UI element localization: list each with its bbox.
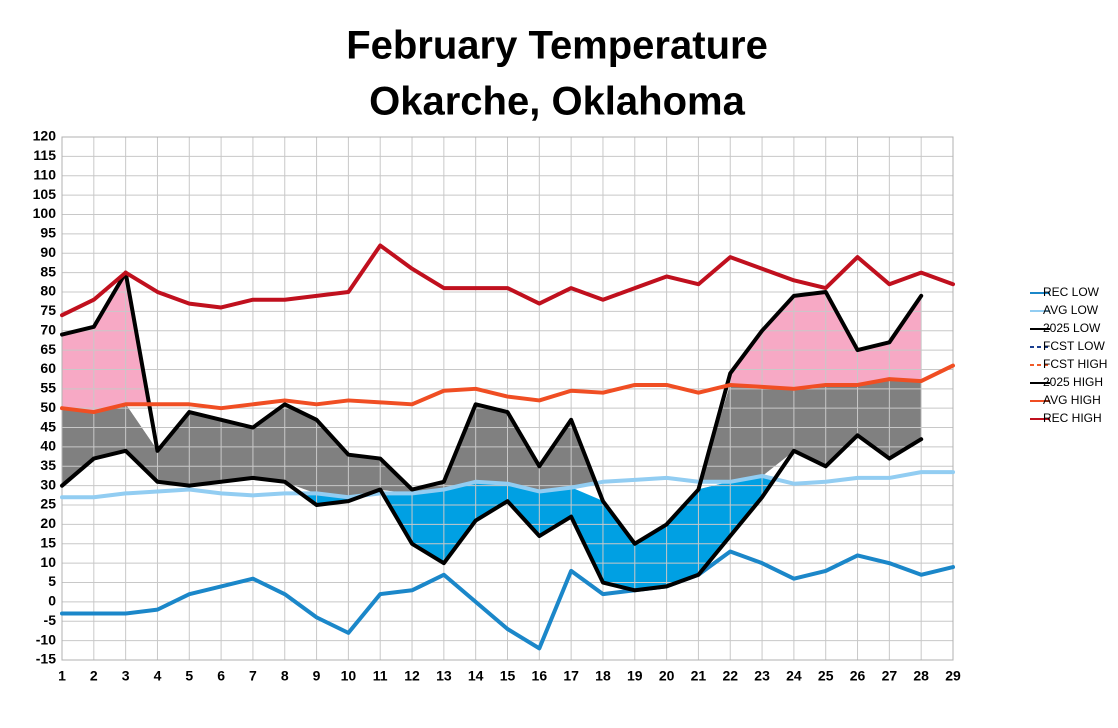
y-tick-label: 20 bbox=[40, 515, 56, 531]
y-tick-label: 105 bbox=[33, 186, 57, 202]
range-fill bbox=[220, 419, 254, 483]
x-tick-label: 26 bbox=[850, 668, 866, 684]
y-tick-label: 95 bbox=[40, 225, 56, 241]
y-tick-label: 70 bbox=[40, 321, 56, 337]
y-tick-label: 55 bbox=[40, 380, 56, 396]
y-tick-label: 60 bbox=[40, 360, 56, 376]
x-tick-label: 29 bbox=[945, 668, 961, 684]
x-tick-label: 24 bbox=[786, 668, 802, 684]
x-tick-label: 4 bbox=[154, 668, 162, 684]
y-tick-label: 85 bbox=[40, 263, 56, 279]
y-tick-label: 5 bbox=[48, 573, 56, 589]
series-line bbox=[60, 433, 924, 593]
x-tick-label: 16 bbox=[532, 668, 548, 684]
x-tick-label: 15 bbox=[500, 668, 516, 684]
x-tick-label: 27 bbox=[882, 668, 898, 684]
legend-label: REC LOW bbox=[1043, 285, 1100, 299]
y-tick-label: 80 bbox=[40, 283, 56, 299]
y-tick-label: -15 bbox=[36, 651, 56, 667]
y-tick-label: 90 bbox=[40, 244, 56, 260]
x-tick-label: 21 bbox=[691, 668, 707, 684]
legend-label: 2025 LOW bbox=[1043, 321, 1101, 335]
y-tick-label: 120 bbox=[33, 128, 57, 144]
chart-title: February Temperature bbox=[346, 24, 768, 68]
x-tick-label: 19 bbox=[627, 668, 643, 684]
series-line bbox=[60, 243, 955, 318]
y-tick-label: 30 bbox=[40, 476, 56, 492]
y-tick-label: -5 bbox=[44, 612, 57, 628]
x-tick-label: 5 bbox=[185, 668, 193, 684]
x-tick-label: 20 bbox=[659, 668, 675, 684]
range-fill bbox=[730, 384, 763, 483]
x-tick-label: 1 bbox=[58, 668, 66, 684]
series-line bbox=[60, 363, 955, 415]
y-tick-label: 50 bbox=[40, 399, 56, 415]
plot-frame bbox=[61, 136, 954, 661]
x-tick-label: 8 bbox=[281, 668, 289, 684]
series-line bbox=[60, 270, 924, 546]
legend-label: REC HIGH bbox=[1043, 411, 1102, 425]
series-line bbox=[60, 549, 955, 651]
x-tick-label: 23 bbox=[754, 668, 770, 684]
y-tick-label: 100 bbox=[33, 205, 57, 221]
y-tick-label: 35 bbox=[40, 457, 56, 473]
y-tick-label: 0 bbox=[48, 593, 56, 609]
y-tick-label: 115 bbox=[33, 147, 56, 163]
x-tick-label: 28 bbox=[913, 668, 929, 684]
x-tick-label: 18 bbox=[595, 668, 611, 684]
x-tick-label: 13 bbox=[436, 668, 452, 684]
y-tick-label: 45 bbox=[40, 418, 56, 434]
y-tick-label: 40 bbox=[40, 438, 56, 454]
x-tick-label: 9 bbox=[313, 668, 321, 684]
y-tick-label: 25 bbox=[40, 496, 56, 512]
chart-subtitle: Okarche, Oklahoma bbox=[369, 80, 745, 124]
x-tick-label: 12 bbox=[404, 668, 420, 684]
x-tick-label: 7 bbox=[249, 668, 257, 684]
legend-label: 2025 HIGH bbox=[1043, 375, 1103, 389]
series-line bbox=[60, 470, 955, 500]
x-tick-label: 25 bbox=[818, 668, 834, 684]
range-fill bbox=[793, 291, 826, 390]
y-tick-label: 75 bbox=[40, 302, 56, 318]
legend-label: AVG LOW bbox=[1043, 303, 1099, 317]
y-tick-label: -10 bbox=[36, 631, 56, 647]
y-tick-label: 10 bbox=[40, 554, 56, 570]
y-tick-label: 15 bbox=[40, 534, 56, 550]
x-tick-label: 10 bbox=[341, 668, 357, 684]
legend-label: FCST HIGH bbox=[1043, 357, 1107, 371]
x-tick-label: 3 bbox=[122, 668, 130, 684]
range-fill bbox=[475, 403, 508, 484]
x-tick-label: 11 bbox=[373, 668, 388, 684]
y-tick-label: 110 bbox=[33, 166, 56, 182]
x-tick-label: 2 bbox=[90, 668, 98, 684]
range-fill bbox=[189, 411, 222, 486]
legend-label: FCST LOW bbox=[1043, 339, 1105, 353]
x-tick-label: 14 bbox=[468, 668, 484, 684]
y-tick-label: 65 bbox=[40, 341, 56, 357]
x-tick-label: 17 bbox=[563, 668, 579, 684]
x-tick-label: 6 bbox=[217, 668, 225, 684]
legend-label: AVG HIGH bbox=[1043, 393, 1101, 407]
x-tick-label: 22 bbox=[722, 668, 738, 684]
